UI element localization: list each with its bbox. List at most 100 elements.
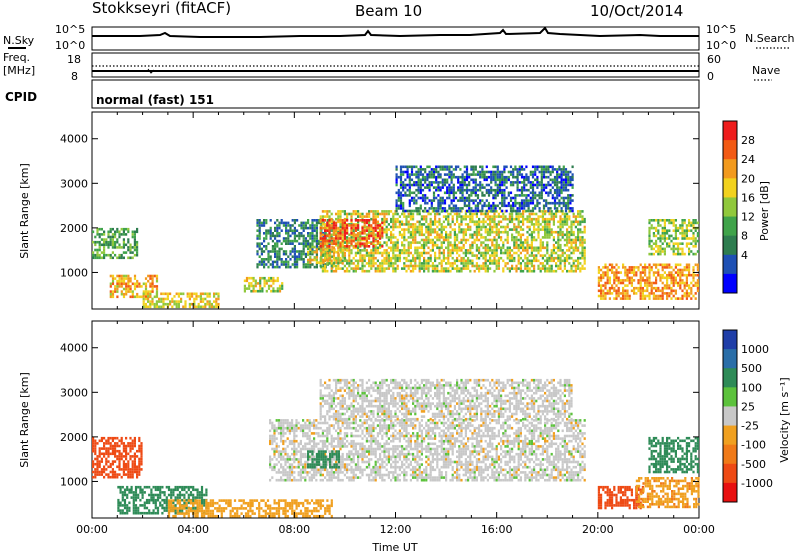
echo-cell [613, 286, 616, 290]
echo-cell [437, 170, 440, 174]
echo-cell [602, 292, 605, 295]
echo-cell [541, 254, 544, 257]
echo-cell [98, 465, 101, 469]
echo-cell [287, 263, 290, 266]
echo-cell [549, 165, 552, 169]
echo-cell [467, 223, 470, 226]
echo-cell [127, 248, 130, 252]
echo-cell [395, 204, 398, 208]
echo-cell [572, 230, 575, 234]
echo-cell [611, 284, 614, 287]
echo-cell [374, 210, 377, 213]
echo-cell [694, 219, 697, 222]
echo-cell [639, 286, 642, 290]
echo-cell [600, 279, 603, 282]
echo-cell [243, 287, 246, 290]
echo-cell [321, 210, 324, 213]
echo-cell [537, 259, 540, 263]
echo-cell [456, 269, 459, 273]
echo-cell [118, 279, 121, 283]
echo-cell [668, 263, 671, 267]
echo-cell [553, 183, 557, 187]
echo-cell [469, 228, 472, 231]
echo-cell [269, 237, 272, 240]
echo-cell [96, 251, 99, 254]
echo-cell [127, 238, 130, 241]
echo-cell [539, 241, 542, 244]
echo-cell [577, 210, 580, 213]
echo-cell [474, 191, 477, 195]
echo-cell [147, 274, 150, 278]
echo-cell [341, 254, 344, 257]
echo-cell [556, 178, 559, 182]
echo-cell [483, 173, 486, 176]
echo-cell [141, 504, 144, 507]
echo-cell [204, 297, 207, 301]
echo-cell [468, 196, 471, 200]
echo-cell [100, 436, 103, 440]
echo-cell [437, 199, 440, 202]
echo-cell [657, 252, 660, 256]
echo-cell [652, 234, 655, 238]
echo-cell [431, 262, 434, 265]
echo-cell [392, 236, 395, 239]
echo-cell [445, 217, 448, 221]
echo-cell [374, 262, 377, 265]
echo-cell [103, 238, 106, 241]
echo-cell [363, 249, 366, 252]
echo-cell [164, 302, 167, 306]
echo-cell [418, 256, 421, 260]
echo-cell [563, 215, 566, 218]
echo-cell [114, 253, 117, 257]
echo-cell [611, 271, 614, 274]
echo-cell [469, 215, 472, 218]
echo-cell [657, 263, 660, 267]
echo-cell [342, 256, 345, 259]
echo-cell [421, 199, 425, 202]
echo-cell [427, 251, 430, 255]
echo-cell [250, 282, 253, 285]
echo-cell [674, 279, 677, 282]
echo-cell [641, 266, 644, 269]
echo-cell [446, 165, 449, 169]
echo-cell [335, 230, 338, 234]
echo-cell [127, 465, 130, 469]
echo-cell [487, 175, 491, 179]
echo-cell [131, 475, 134, 479]
echo-cell [519, 225, 522, 229]
echo-cell [263, 258, 266, 261]
echo-cell [105, 473, 108, 476]
echo-cell [361, 232, 364, 235]
echo-cell [514, 209, 517, 213]
echo-cell [646, 276, 649, 280]
echo-cell [577, 215, 580, 218]
echo-cell [149, 302, 152, 306]
echo-cell [696, 250, 699, 253]
echo-cell [685, 224, 688, 227]
echo-cell [119, 501, 122, 505]
echo-cell [617, 266, 620, 269]
echo-cell [309, 250, 312, 253]
echo-cell [464, 264, 467, 268]
echo-cell [272, 276, 275, 280]
echo-cell [416, 254, 419, 257]
echo-cell [328, 249, 331, 252]
echo-cell [424, 201, 427, 205]
echo-cell [309, 248, 312, 251]
echo-cell [648, 219, 651, 222]
echo-cell [670, 266, 673, 269]
echo-cell [500, 220, 503, 224]
echo-cell [668, 273, 671, 277]
echo-cell [260, 250, 263, 253]
echo-cell [615, 292, 618, 295]
echo-cell [528, 215, 531, 218]
echo-cell [337, 232, 340, 235]
echo-cell [583, 262, 586, 265]
echo-cell [486, 267, 489, 270]
echo-cell [370, 256, 373, 260]
echo-cell [426, 186, 429, 189]
echo-cell [423, 264, 426, 268]
echo-cell [127, 282, 130, 286]
echo-cell [116, 256, 119, 260]
echo-cell [425, 264, 428, 268]
